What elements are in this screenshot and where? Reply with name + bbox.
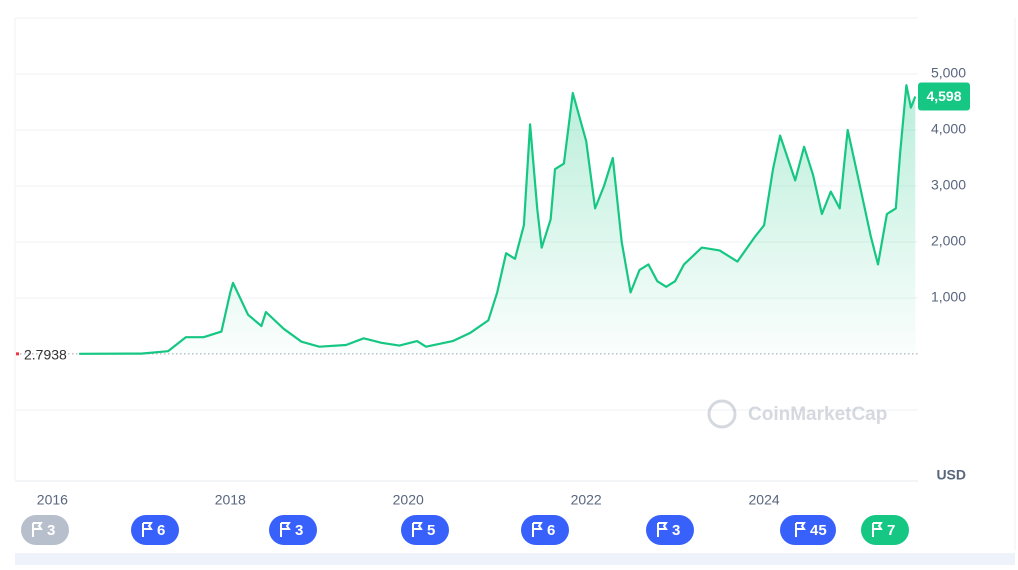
event-icon — [657, 522, 668, 537]
event-icon — [142, 522, 153, 537]
event-count: 5 — [427, 522, 435, 539]
baseline-dot — [16, 352, 19, 356]
event-badge-bg — [131, 515, 179, 545]
event-badge-bg — [861, 515, 909, 545]
watermark: CoinMarketCap — [707, 399, 887, 429]
event-badge: 3 — [269, 515, 317, 545]
last-value-badge — [918, 82, 970, 111]
event-badge-bg — [401, 515, 449, 545]
event-icon — [280, 522, 291, 537]
event-count: 6 — [157, 522, 165, 539]
event-count: 3 — [672, 522, 680, 539]
event-badge: 3 — [21, 515, 69, 545]
event-count: 45 — [810, 522, 827, 539]
y-tick-label: 5,000 — [931, 65, 966, 81]
event-count: 6 — [547, 522, 555, 539]
y-tick-label: 1,000 — [931, 289, 966, 305]
x-tick-label: 2020 — [393, 492, 424, 508]
price-line — [79, 84, 917, 355]
currency-label: USD — [936, 467, 966, 483]
y-tick-label: 4,000 — [931, 121, 966, 137]
last-value-label: 4,598 — [926, 88, 961, 104]
event-count: 7 — [887, 522, 895, 539]
area — [79, 85, 916, 354]
event-badge: 5 — [401, 515, 449, 545]
watermark-logo — [707, 399, 737, 429]
x-tick-label: 2016 — [37, 492, 68, 508]
navigator — [15, 553, 1015, 565]
event-badge: 6 — [521, 515, 569, 545]
event-icon — [872, 522, 883, 537]
x-tick-label: 2018 — [215, 492, 246, 508]
y-tick-label: 2,000 — [931, 233, 966, 249]
y-tick-label: 3,000 — [931, 177, 966, 193]
event-icon — [532, 522, 543, 537]
event-icon — [32, 522, 43, 537]
baseline-label: 2.7938 — [24, 347, 67, 363]
event-badge-bg — [21, 515, 69, 545]
event-icon — [795, 522, 806, 537]
event-count: 3 — [295, 522, 303, 539]
event-badge-bg — [269, 515, 317, 545]
event-icon — [412, 522, 423, 537]
event-badge: 45 — [780, 515, 836, 545]
x-tick-label: 2022 — [571, 492, 602, 508]
event-badge-bg — [646, 515, 694, 545]
event-count: 3 — [47, 522, 55, 539]
x-tick-label: 2024 — [749, 492, 780, 508]
event-badge: 3 — [646, 515, 694, 545]
event-badge: 6 — [131, 515, 179, 545]
event-badge-bg — [780, 515, 836, 545]
watermark-text: CoinMarketCap — [748, 404, 887, 425]
event-badge-bg — [521, 515, 569, 545]
event-badge: 7 — [861, 515, 909, 545]
